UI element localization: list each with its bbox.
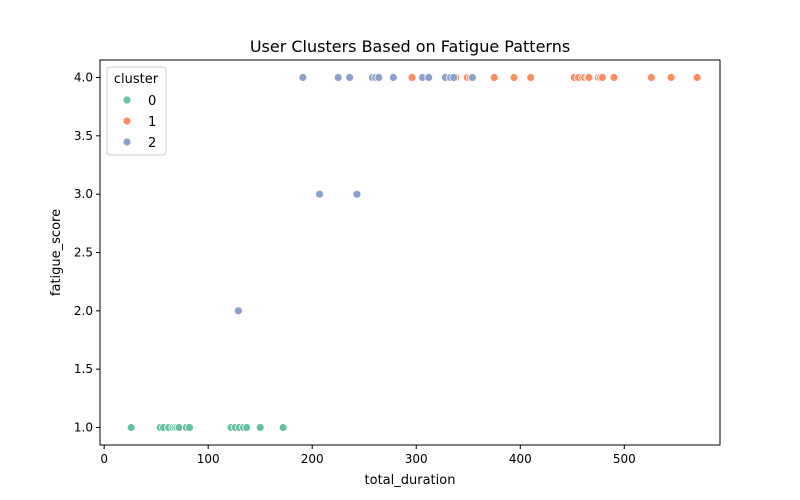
data-point: [374, 73, 384, 82]
data-point: [233, 306, 243, 316]
data-point: [598, 73, 607, 82]
legend-label: 1: [148, 115, 156, 130]
y-tick-label: 2.0: [74, 304, 93, 318]
legend-marker: [122, 95, 132, 105]
data-point: [315, 189, 324, 199]
data-point: [584, 73, 594, 82]
data-point: [526, 73, 536, 82]
data-point: [468, 73, 477, 82]
legend: cluster 0 1 2: [106, 66, 167, 156]
legend-entries: 0 1 2: [122, 94, 156, 151]
data-point: [489, 73, 499, 82]
legend-label: 2: [148, 136, 156, 151]
y-axis: 1.0 1.5 2.0 2.5 3.0 3.5 4.0: [74, 71, 100, 435]
data-point: [407, 73, 417, 82]
data-point: [255, 423, 265, 432]
data-point: [609, 73, 619, 82]
y-tick-label: 3.5: [74, 129, 93, 143]
x-tick-label: 100: [197, 452, 220, 466]
y-axis-label: fatigue_score: [49, 209, 64, 296]
y-tick-label: 4.0: [74, 71, 93, 85]
data-point: [278, 423, 288, 432]
data-point: [646, 73, 656, 82]
data-point: [666, 73, 676, 82]
chart-title: User Clusters Based on Fatigue Patterns: [250, 37, 570, 56]
data-point: [174, 423, 184, 432]
legend-marker: [122, 116, 132, 126]
data-point: [352, 189, 362, 199]
legend-label: 0: [148, 94, 156, 109]
legend-frame: [106, 66, 167, 156]
x-tick-label: 0: [100, 452, 108, 466]
y-tick-label: 3.0: [74, 187, 93, 201]
y-tick-label: 1.0: [74, 421, 93, 435]
data-point: [509, 73, 519, 82]
data-point: [298, 73, 308, 82]
x-tick-label: 300: [405, 452, 428, 466]
data-point: [333, 73, 343, 82]
x-tick-label: 400: [509, 452, 532, 466]
x-axis-label: total_duration: [365, 473, 456, 488]
data-point: [692, 73, 702, 82]
legend-marker: [122, 137, 132, 147]
x-tick-label: 200: [301, 452, 324, 466]
data-point: [345, 73, 355, 82]
data-point: [424, 73, 434, 82]
data-point: [242, 423, 252, 432]
series-0: [126, 423, 288, 432]
data-point: [388, 73, 398, 82]
data-point: [449, 73, 459, 82]
y-tick-label: 1.5: [74, 362, 93, 376]
x-tick-label: 500: [613, 452, 636, 466]
plot-area: [99, 59, 721, 446]
plot-frame: [99, 59, 721, 446]
y-tick-label: 2.5: [74, 246, 93, 260]
series-2: [233, 73, 477, 316]
data-point: [126, 423, 136, 432]
x-axis: 0 100 200 300 400 500: [100, 445, 636, 466]
legend-title: cluster: [114, 72, 159, 87]
data-point: [185, 423, 194, 432]
